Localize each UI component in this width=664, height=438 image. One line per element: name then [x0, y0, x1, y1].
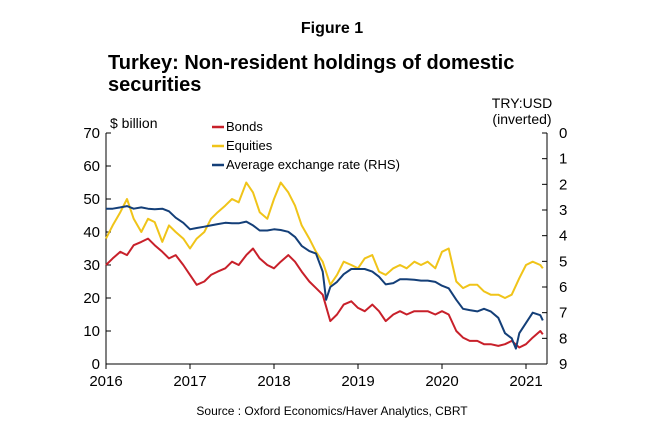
- x-tick-label: 2019: [341, 373, 374, 390]
- legend-item-exchange-rate: Average exchange rate (RHS): [226, 157, 400, 172]
- y2-tick-label: 9: [559, 356, 567, 373]
- legend: Bonds Equities Average exchange rate (RHS): [212, 119, 400, 172]
- chart-frame: [105, 133, 548, 365]
- y2-tick-label: 4: [559, 228, 567, 245]
- y2-tick-label: 3: [559, 202, 567, 219]
- y-tick-label: 20: [83, 290, 100, 307]
- y-tick-label: 50: [83, 191, 100, 208]
- y-tick-label: 0: [92, 356, 100, 373]
- y2-tick-label: 1: [559, 151, 567, 168]
- x-tick-label: 2017: [173, 373, 206, 390]
- y-tick-label: 70: [83, 125, 100, 142]
- legend-item-equities: Equities: [226, 138, 273, 153]
- y2-axis-unit-label-line2: (inverted): [492, 111, 551, 127]
- x-tick-label: 2020: [425, 373, 458, 390]
- y-axis-unit-label: $ billion: [110, 115, 157, 131]
- y-tick-label: 60: [83, 158, 100, 175]
- source-note: Source : Oxford Economics/Haver Analytic…: [196, 404, 468, 418]
- equities-line: [105, 181, 544, 299]
- y2-tick-label: 8: [559, 330, 567, 347]
- y2-tick-label: 5: [559, 253, 567, 270]
- legend-item-bonds: Bonds: [226, 119, 263, 134]
- x-tick-label: 2018: [257, 373, 290, 390]
- y2-tick-label: 6: [559, 279, 567, 296]
- y2-axis-unit-label-line1: TRY:USD: [492, 95, 552, 111]
- figure-label: Figure 1: [300, 20, 364, 37]
- y2-tick-label: 0: [559, 125, 567, 142]
- series-lines: [105, 181, 544, 350]
- y2-tick-label: 2: [559, 176, 567, 193]
- chart-title: Turkey: Non-resident holdings of domesti…: [108, 52, 515, 96]
- x-tick-label: 2016: [89, 373, 122, 390]
- x-tick-label: 2021: [509, 373, 542, 390]
- y-tick-label: 10: [83, 323, 100, 340]
- y-tick-label: 40: [83, 224, 100, 241]
- bonds-line: [105, 237, 544, 349]
- exchange-rate-line: [106, 205, 544, 350]
- axis-ticks: 0 10 20 30 40 50 60 70 0 1 2 3 4 5 6 7 8 9 2016 2017 2018 201…: [83, 125, 567, 390]
- y2-tick-label: 7: [559, 305, 567, 322]
- y-tick-label: 30: [83, 257, 100, 274]
